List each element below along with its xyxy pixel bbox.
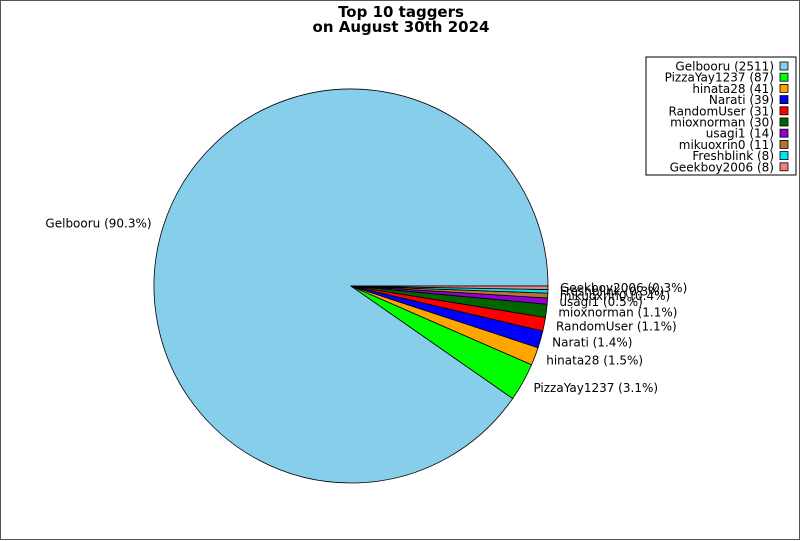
slice-label-mikuoxrin0: mikuoxrin0 (0.4%): [560, 289, 670, 303]
slice-label-pizzayay1237: PizzaYay1237 (3.1%): [533, 381, 658, 395]
chart-title: Top 10 taggers: [338, 3, 464, 21]
legend-swatch-usagi1: [779, 128, 789, 138]
legend-label-geekboy2006: Geekboy2006 (8): [670, 160, 774, 174]
slice-label-mioxnorman: mioxnorman (1.1%): [558, 305, 677, 319]
legend-label-narati: Narati (39): [709, 93, 774, 107]
slice-label-randomuser: RandomUser (1.1%): [556, 320, 677, 334]
legend-swatch-randomuser: [779, 106, 789, 116]
slice-label-hinata28: hinata28 (1.5%): [546, 354, 643, 368]
slice-label-freshblink: Freshblink (0.3%): [560, 285, 664, 299]
legend-swatch-gelbooru: [779, 61, 789, 71]
legend-label-usagi1: usagi1 (14): [706, 127, 774, 141]
slice-label-gelbooru: Gelbooru (90.3%): [45, 216, 151, 230]
legend-swatch-hinata28: [779, 84, 789, 93]
slice-labels: Gelbooru (90.3%) PizzaYay1237 (3.1%) hinat…: [45, 216, 687, 395]
legend-label-randomuser: RandomUser (31): [669, 104, 774, 118]
legend: Gelbooru (2511)PizzaYay1237 (87)hinata28…: [645, 56, 797, 176]
pie-slices: [153, 88, 549, 484]
pie-slice-geekboy2006: [350, 285, 549, 290]
legend-swatch-mioxnorman: [779, 117, 789, 127]
slice-label-narati: Narati (1.4%): [552, 336, 632, 350]
legend-label-mikuoxrin0: mikuoxrin0 (11): [679, 138, 774, 152]
legend-label-gelbooru: Gelbooru (2511): [675, 60, 774, 74]
slice-label-geekboy2006: Geekboy2006 (0.3%): [560, 281, 687, 295]
legend-swatch-pizzayay1237: [779, 72, 789, 82]
legend-swatch-mikuoxrin0: [779, 139, 789, 149]
legend-label-pizzayay1237: PizzaYay1237 (87): [665, 71, 774, 85]
legend-swatch-geekboy2006: [779, 162, 789, 172]
legend-label-hinata28: hinata28 (41): [692, 82, 774, 96]
legend-swatch-freshblink: [779, 151, 789, 161]
legend-label-mioxnorman: mioxnorman (30): [670, 116, 774, 130]
slice-label-usagi1: usagi1 (0.5%): [559, 295, 642, 309]
legend-box: [645, 56, 797, 176]
legend-swatch-narati: [779, 95, 789, 104]
chart-subtitle: on August 30th 2024: [313, 18, 490, 36]
legend-label-freshblink: Freshblink (8): [692, 149, 774, 163]
